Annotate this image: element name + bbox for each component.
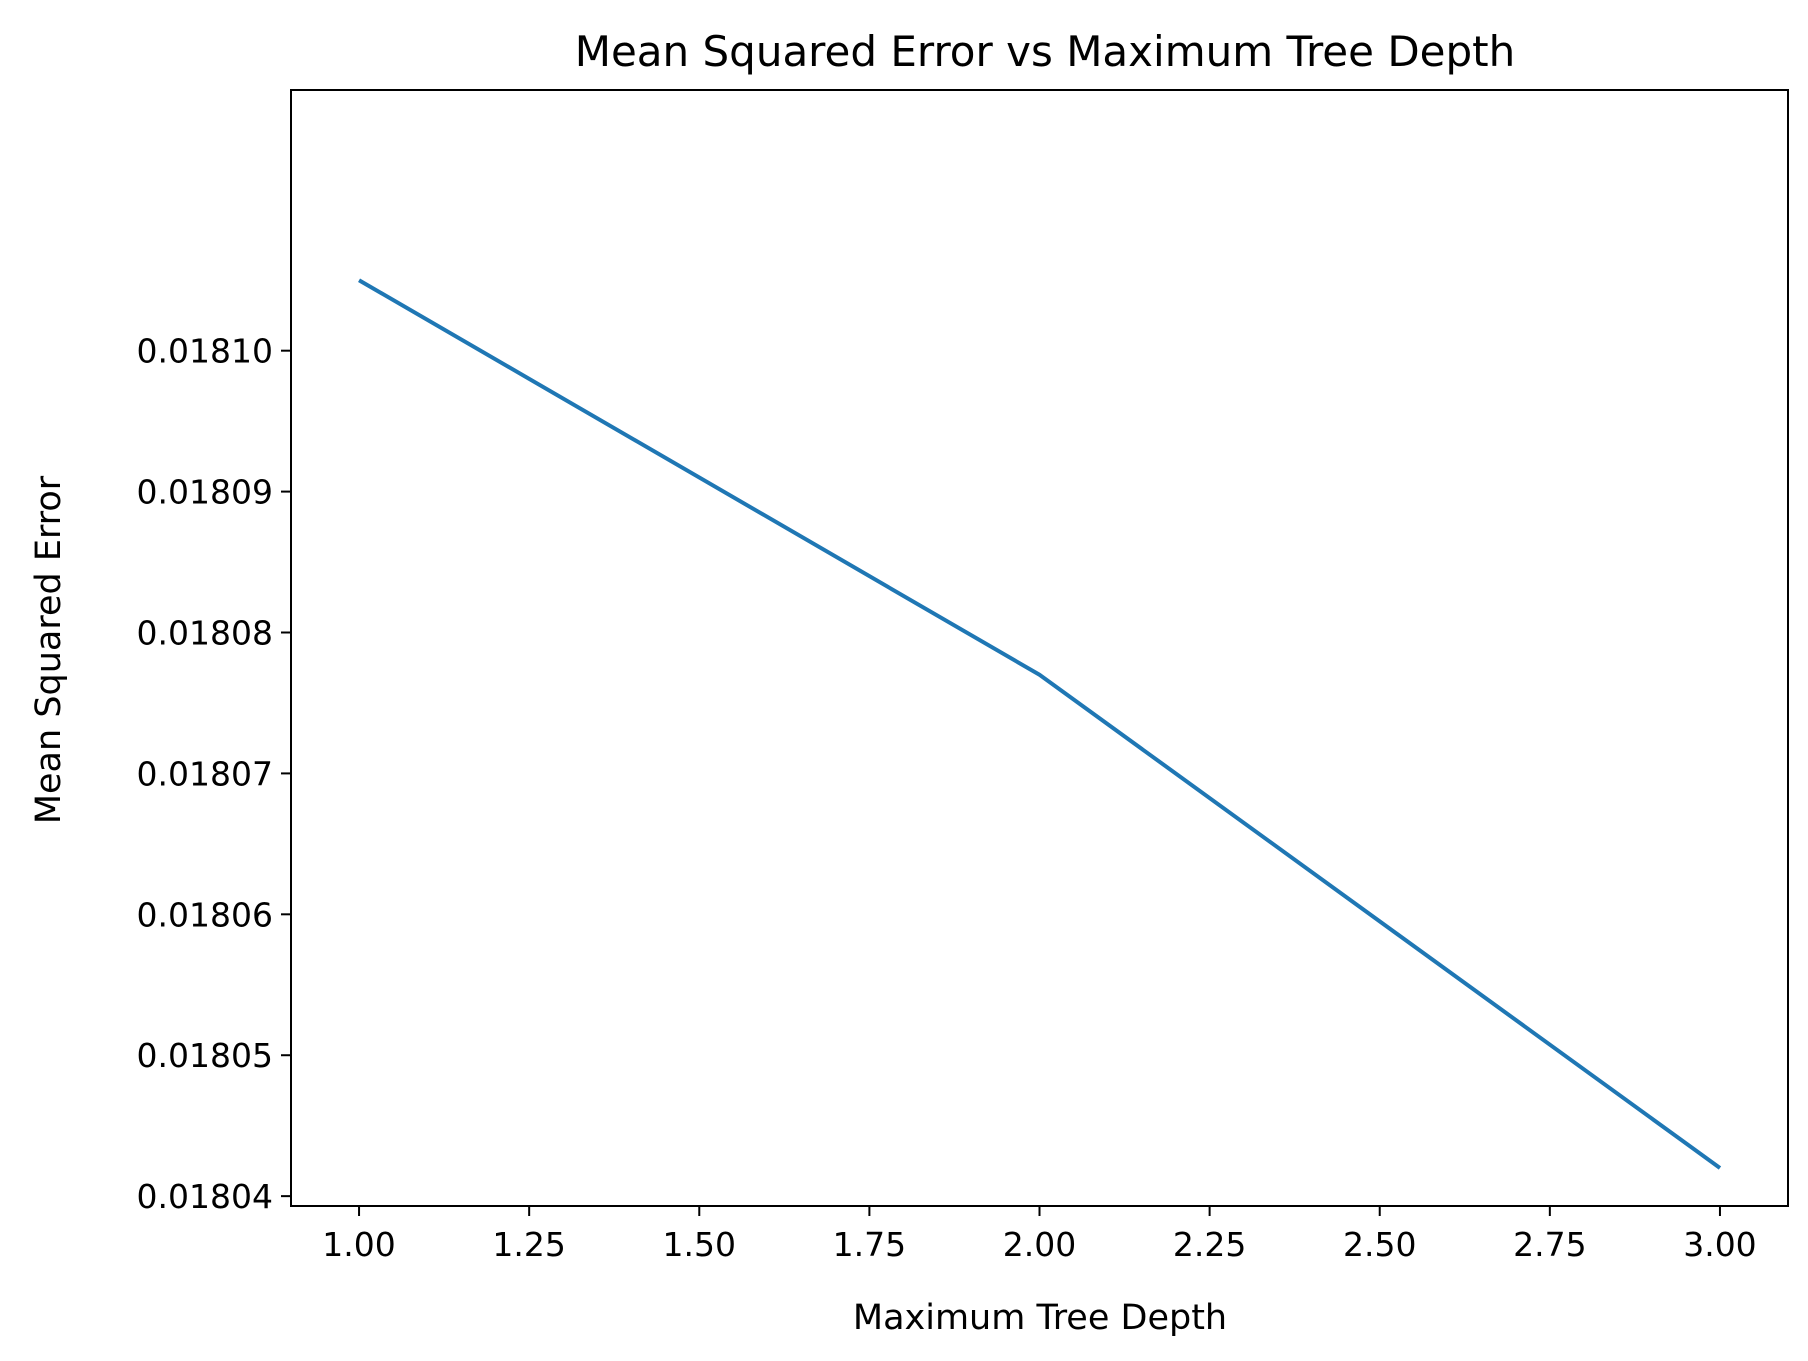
y-tick-label: 0.01805 xyxy=(137,1036,273,1075)
x-axis-label: Maximum Tree Depth xyxy=(853,1298,1227,1338)
y-tick-label: 0.01807 xyxy=(137,754,273,793)
y-tick-label: 0.01809 xyxy=(137,473,273,512)
x-axis-ticks: 1.00 1.25 1.50 1.75 2.00 2.25 2.50 2.75 3.00 xyxy=(322,1206,1757,1264)
y-axis-ticks: 0.01804 0.01805 0.01806 0.01807 0.01808 0.018… xyxy=(137,332,291,1216)
x-tick-label: 1.75 xyxy=(833,1225,906,1264)
chart-title: Mean Squared Error vs Maximum Tree Depth xyxy=(575,27,1516,76)
x-tick-label: 2.25 xyxy=(1173,1225,1246,1264)
x-tick-label: 1.00 xyxy=(322,1225,395,1264)
x-tick-label: 2.00 xyxy=(1003,1225,1076,1264)
y-tick-label: 0.01804 xyxy=(137,1177,273,1216)
x-tick-label: 1.25 xyxy=(492,1225,565,1264)
y-tick-label: 0.01808 xyxy=(137,614,273,653)
x-tick-label: 2.75 xyxy=(1513,1225,1586,1264)
y-axis-label: Mean Squared Error xyxy=(29,475,69,824)
x-tick-label: 1.50 xyxy=(663,1225,736,1264)
x-tick-label: 3.00 xyxy=(1683,1225,1756,1264)
plot-frame xyxy=(290,89,1789,1207)
y-tick-label: 0.01810 xyxy=(137,332,273,371)
series-line xyxy=(358,278,1722,1170)
x-tick-label: 2.50 xyxy=(1343,1225,1416,1264)
y-tick-label: 0.01806 xyxy=(137,895,273,934)
